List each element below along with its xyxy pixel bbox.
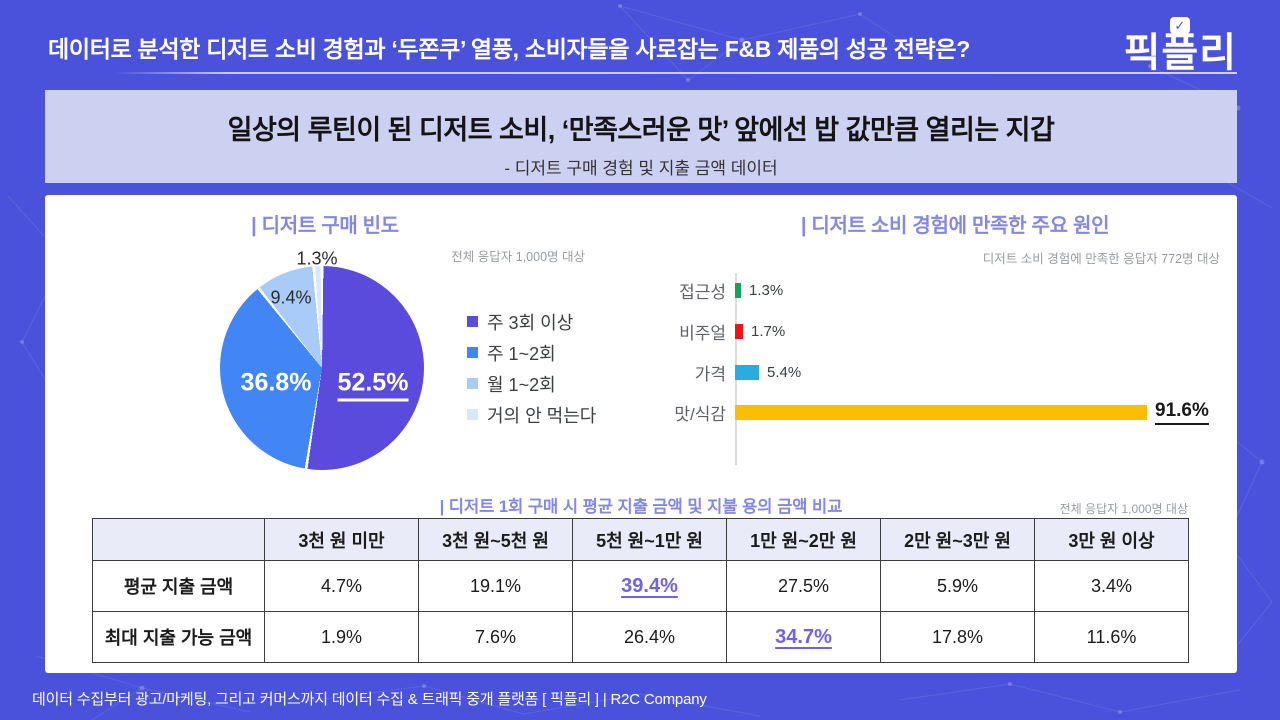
pie-value-week3plus: 52.5% xyxy=(337,368,409,402)
pie-value-rarely: 1.3% xyxy=(296,248,338,269)
legend-swatch-icon xyxy=(467,316,478,327)
row-label: 평균 지출 금액 xyxy=(92,560,265,612)
table-row-max-spend: 최대 지출 가능 금액 1.9% 7.6% 26.4% 34.7% 17.8% … xyxy=(92,611,1189,663)
bar-row-accessibility: 접근성 1.3% xyxy=(679,281,784,302)
headline-subtitle: - 디저트 구매 경험 및 지출 금액 데이터 xyxy=(504,159,778,178)
pie-chart-sample-note: 전체 응답자 1,000명 대상 xyxy=(451,250,585,264)
headline-banner: 일상의 루틴이 된 디저트 소비, ‘만족스러운 맛’ 앞에선 밥 값만큼 열리… xyxy=(45,90,1237,183)
table-sample-note: 전체 응답자 1,000명 대상 xyxy=(1059,502,1188,516)
legend-item-week3plus: 주 3회 이상 xyxy=(467,306,596,337)
purchase-frequency-pie-chart xyxy=(220,266,424,470)
check-icon: ✓ xyxy=(1170,17,1191,34)
pie-legend: 주 3회 이상 주 1~2회 월 1~2회 거의 안 먹는다 xyxy=(467,306,596,430)
footer-tagline: 데이터 수집부터 광고/마케팅, 그리고 커머스까지 데이터 수집 & 트래픽 … xyxy=(32,691,707,708)
bar-row-visual: 비주얼 1.7% xyxy=(679,322,786,343)
table-cell: 1.9% xyxy=(264,611,419,663)
col-header: 1만 원~2만 원 xyxy=(726,518,881,561)
table-cell: 17.8% xyxy=(880,611,1035,663)
bar-chart-title: | 디저트 소비 경험에 만족한 주요 원인 xyxy=(800,215,1110,237)
table-cell: 19.1% xyxy=(418,560,573,612)
legend-swatch-icon xyxy=(467,378,478,389)
pie-value-week1to2: 36.8% xyxy=(240,368,312,397)
row-label: 최대 지출 가능 금액 xyxy=(92,611,265,663)
table-cell: 7.6% xyxy=(418,611,573,663)
brand-logo-text: 픽플리 xyxy=(1123,31,1237,75)
col-header: 5천 원~1만 원 xyxy=(572,518,727,561)
table-corner-cell xyxy=(92,518,265,561)
bar-taste xyxy=(735,404,1147,420)
col-header: 3천 원 미만 xyxy=(264,518,419,561)
brand-logo: 픽플리 ✓ xyxy=(1123,17,1237,78)
page-title: 데이터로 분석한 디저트 소비 경험과 ‘두쫀쿠’ 열풍, 소비자들을 사로잡는… xyxy=(48,36,971,62)
col-header: 3천 원~5천 원 xyxy=(418,518,573,561)
spending-table: 3천 원 미만 3천 원~5천 원 5천 원~1만 원 1만 원~2만 원 2만… xyxy=(92,518,1189,663)
pie-value-month1to2: 9.4% xyxy=(270,287,312,308)
bar-row-taste: 맛/식감 91.6% xyxy=(674,399,1209,425)
table-row-average-spend: 평균 지출 금액 4.7% 19.1% 39.4% 27.5% 5.9% 3.4… xyxy=(92,560,1189,612)
bar-visual xyxy=(735,323,743,339)
headline-title: 일상의 루틴이 된 디저트 소비, ‘만족스러운 맛’ 앞에선 밥 값만큼 열리… xyxy=(227,115,1055,145)
table-cell: 11.6% xyxy=(1034,611,1189,663)
header-divider xyxy=(115,72,1237,74)
bar-accessibility xyxy=(735,282,741,298)
table-cell: 39.4% xyxy=(572,560,727,612)
bar-chart-sample-note: 디저트 소비 경험에 만족한 응답자 772명 대상 xyxy=(982,252,1220,266)
bar-row-price: 가격 5.4% xyxy=(694,363,802,384)
pie-chart-title: | 디저트 구매 빈도 xyxy=(251,215,399,237)
legend-swatch-icon xyxy=(467,409,478,420)
table-cell: 34.7% xyxy=(726,611,881,663)
legend-item-month1to2: 월 1~2회 xyxy=(467,368,596,399)
table-cell: 3.4% xyxy=(1034,560,1189,612)
content-card: | 디저트 구매 빈도 전체 응답자 1,000명 대상 52.5% 36.8%… xyxy=(45,195,1237,673)
bar-price xyxy=(735,364,759,380)
table-cell: 4.7% xyxy=(264,560,419,612)
col-header: 2만 원~3만 원 xyxy=(880,518,1035,561)
legend-swatch-icon xyxy=(467,347,478,358)
table-cell: 27.5% xyxy=(726,560,881,612)
table-cell: 26.4% xyxy=(572,611,727,663)
table-cell: 5.9% xyxy=(880,560,1035,612)
col-header: 3만 원 이상 xyxy=(1034,518,1189,561)
legend-item-week1to2: 주 1~2회 xyxy=(467,337,596,368)
table-title: | 디저트 1회 구매 시 평균 지출 금액 및 지불 용의 금액 비교 xyxy=(439,498,843,516)
legend-item-rarely: 거의 안 먹는다 xyxy=(467,399,596,430)
table-header-row: 3천 원 미만 3천 원~5천 원 5천 원~1만 원 1만 원~2만 원 2만… xyxy=(92,518,1189,561)
